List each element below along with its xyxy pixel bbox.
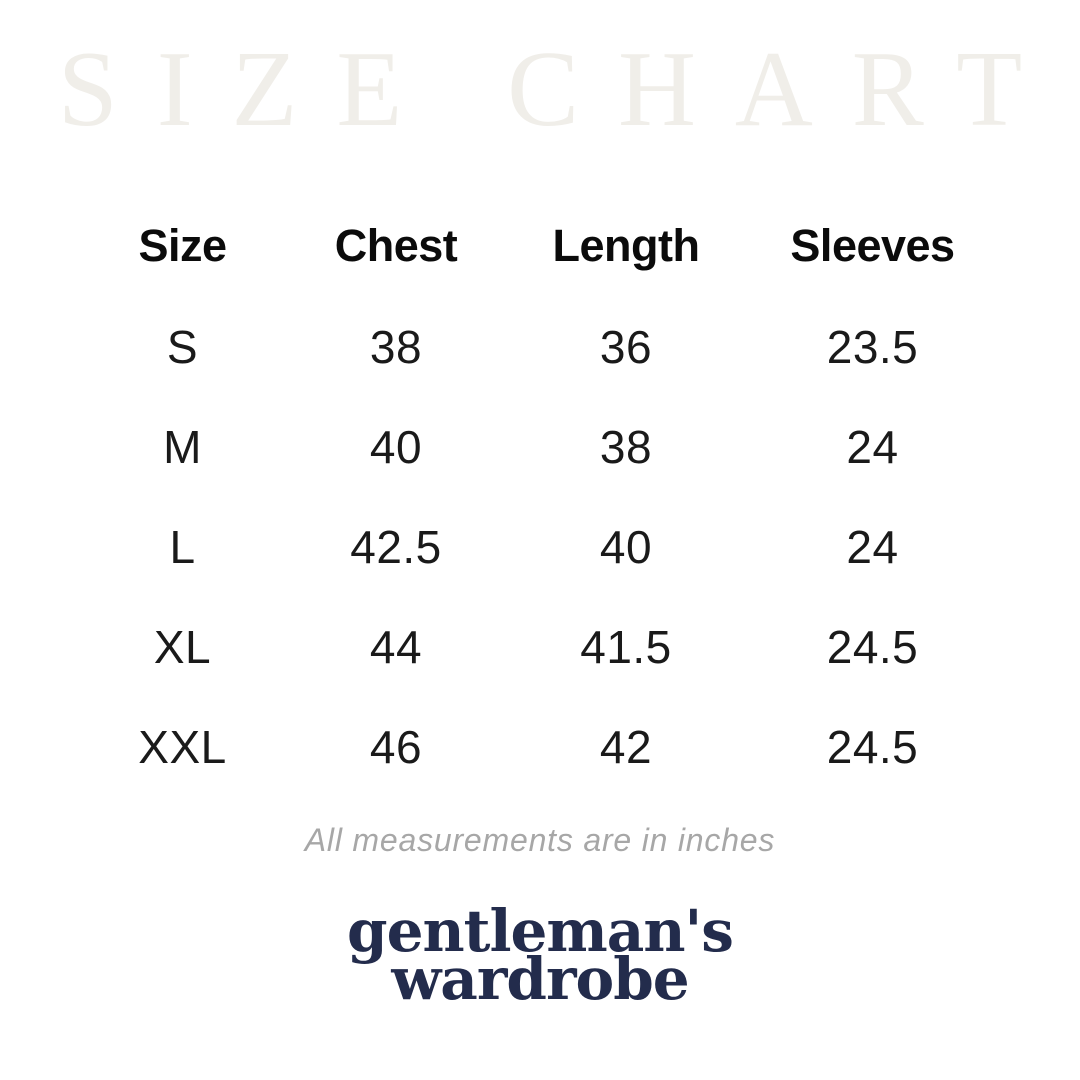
row-s-chest: 38 [369, 321, 423, 373]
row-m-length: 38 [599, 421, 653, 473]
brand-line-2: wardrobe [391, 944, 689, 1013]
measurement-note: All measurements are in inches [304, 822, 776, 858]
row-xl-size: XL [153, 621, 212, 673]
row-xxl-chest: 46 [369, 721, 423, 773]
row-s-length: 36 [599, 321, 653, 373]
table-body: S 38 36 23.5 M 40 38 24 L 42.5 40 24 XL … [80, 297, 1000, 797]
header-chest: Chest [334, 220, 458, 271]
row-xxl-sleeves: 24.5 [826, 721, 919, 773]
row-xxl-size: XXL [138, 721, 227, 773]
size-table: Size Chest Length Sleeves S 38 36 23.5 M… [80, 220, 1000, 797]
row-xl-chest: 44 [369, 621, 423, 673]
row-l-length: 40 [599, 521, 653, 573]
table-header-row: Size Chest Length Sleeves [80, 220, 1000, 271]
row-l-sleeves: 24 [846, 521, 899, 573]
row-m-chest: 40 [369, 421, 423, 473]
row-l-size: L [169, 521, 196, 573]
watermark-title: SIZE CHART [57, 30, 1062, 149]
row-s-size: S [166, 321, 199, 373]
row-m-sleeves: 24 [846, 421, 899, 473]
brand-line-1: gentleman's [347, 897, 734, 965]
header-length: Length [552, 220, 700, 271]
header-sleeves: Sleeves [790, 220, 955, 271]
header-size: Size [138, 220, 227, 271]
row-l-chest: 42.5 [350, 521, 442, 573]
row-xxl-length: 42 [599, 721, 653, 773]
row-m-size: M [163, 421, 202, 473]
row-xl-length: 41.5 [580, 621, 672, 673]
row-s-sleeves: 23.5 [826, 321, 919, 373]
row-xl-sleeves: 24.5 [826, 621, 919, 673]
brand-logo: gentleman's wardrobe [0, 897, 1080, 1013]
